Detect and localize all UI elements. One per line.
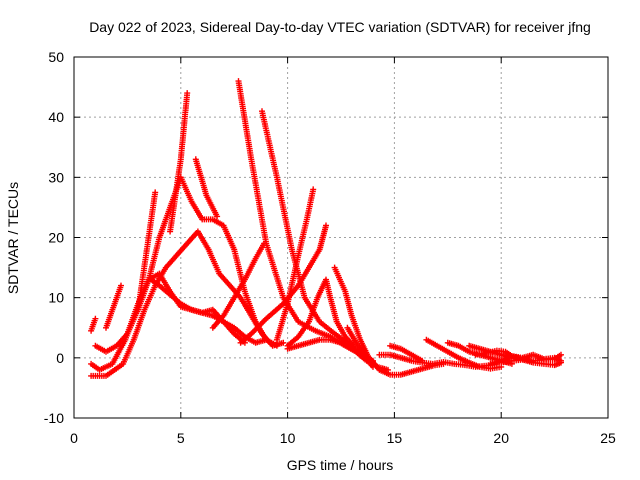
x-tick-label: 20: [493, 430, 509, 446]
data-point: [558, 351, 564, 358]
data-point: [261, 240, 268, 247]
series-rise-4: [167, 90, 191, 235]
data-point: [152, 189, 159, 196]
x-tick-label: 10: [280, 430, 296, 446]
y-tick-label: 40: [48, 109, 64, 125]
data-point: [323, 222, 329, 229]
series-mid-rise-a: [209, 240, 268, 331]
x-axis-label: GPS time / hours: [287, 457, 394, 473]
series-tail-5: [487, 351, 564, 367]
y-tick-label: -10: [44, 410, 64, 426]
x-tick-label: 0: [70, 430, 78, 446]
series-mid-rise-c: [273, 186, 317, 343]
series-ridge-e: [331, 264, 391, 373]
data-point: [184, 90, 191, 97]
data-point: [214, 213, 221, 220]
data-point: [558, 357, 564, 364]
series-rise-3: [135, 189, 159, 313]
data-point: [273, 342, 280, 349]
x-tick-label: 25: [600, 430, 616, 446]
series-arc-d: [147, 276, 270, 346]
x-tick-label: 15: [387, 430, 403, 446]
y-tick-label: 30: [48, 169, 64, 185]
data-point: [263, 336, 270, 343]
series-bump-1: [387, 342, 426, 364]
data-point: [92, 315, 99, 322]
series-rise-1: [88, 315, 99, 334]
data-point: [310, 186, 317, 193]
chart-title: Day 022 of 2023, Sidereal Day-to-day VTE…: [89, 19, 591, 35]
series-rise-2: [103, 282, 124, 331]
axis-ticks: 0 5 10 15 20 25 -10 0 10 20 30 40 50: [44, 49, 616, 446]
series-peak-d: [284, 276, 357, 349]
y-tick-label: 50: [48, 49, 64, 65]
data-points: [88, 78, 564, 379]
x-tick-label: 5: [177, 430, 185, 446]
y-tick-label: 0: [56, 350, 64, 366]
data-point: [419, 357, 426, 364]
data-point: [118, 282, 124, 289]
series-bump-2: [423, 336, 505, 372]
data-point: [280, 339, 287, 346]
y-tick-label: 10: [48, 290, 64, 306]
series-fall-1: [192, 156, 221, 220]
y-axis-label: SDTVAR / TECUs: [5, 182, 21, 294]
y-tick-label: 20: [48, 230, 64, 246]
